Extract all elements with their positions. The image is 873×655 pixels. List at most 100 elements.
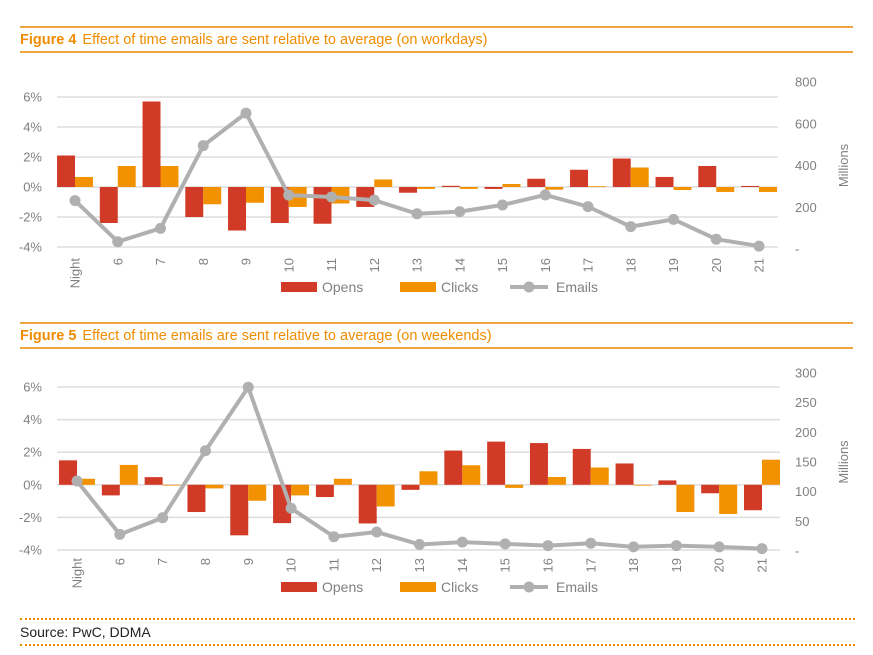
opens-bar <box>444 450 463 485</box>
right-axis-tick: 600 <box>795 116 817 131</box>
clicks-bar <box>759 187 777 192</box>
figure-5-title-text: Effect of time emails are sent relative … <box>82 328 492 344</box>
legend-emails-label: Emails <box>556 279 598 295</box>
opens-bar <box>230 484 249 536</box>
emails-point <box>155 222 166 234</box>
opens-bar <box>185 187 204 217</box>
x-axis-tick: 14 <box>455 558 470 572</box>
clicks-bar <box>75 176 93 187</box>
emails-point <box>114 528 126 540</box>
clicks-bar <box>333 478 352 485</box>
clicks-bar <box>374 179 393 187</box>
emails-point <box>69 195 81 207</box>
x-axis-tick: 13 <box>412 558 427 572</box>
right-axis-label: Millions <box>836 143 851 187</box>
opens-bar <box>187 484 206 513</box>
x-axis-tick: 20 <box>712 558 727 572</box>
emails-point <box>199 445 211 457</box>
x-axis-tick: 6 <box>110 258 125 265</box>
opens-bar <box>570 169 588 187</box>
x-axis-tick: 12 <box>369 558 384 572</box>
clicks-bar <box>203 187 222 205</box>
emails-point <box>497 199 508 211</box>
emails-point <box>454 206 466 218</box>
source-text: Source: PwC, DDMA <box>20 624 151 640</box>
clicks-bar <box>459 187 478 189</box>
clicks-bar <box>676 484 695 513</box>
opens-bar <box>484 187 503 189</box>
opens-bar <box>572 448 591 485</box>
right-axis-tick: 800 <box>795 75 817 90</box>
x-axis-tick: 16 <box>538 258 553 272</box>
clicks-bar <box>590 467 609 485</box>
clicks-bar <box>719 484 738 514</box>
emails-point <box>242 381 254 393</box>
x-axis-tick: 19 <box>669 558 684 572</box>
x-axis-tick: 18 <box>623 258 638 272</box>
x-axis-tick: 10 <box>284 558 299 572</box>
opens-bar <box>358 484 377 524</box>
legend-opens-label: Opens <box>322 279 363 295</box>
x-axis-tick: 20 <box>709 258 724 272</box>
legend-clicks-swatch <box>400 582 436 592</box>
left-axis-tick: 0% <box>23 477 42 492</box>
right-axis-tick: - <box>795 544 799 559</box>
right-axis-tick: 250 <box>795 395 817 410</box>
clicks-bar <box>117 166 136 187</box>
x-axis-tick: 18 <box>626 558 641 572</box>
left-axis-tick: 6% <box>23 380 42 395</box>
clicks-bar <box>716 187 735 192</box>
left-axis-tick: -2% <box>19 210 43 225</box>
clicks-bar <box>77 478 95 485</box>
x-axis-tick: 13 <box>410 258 425 272</box>
left-axis-tick: -4% <box>19 543 43 558</box>
right-axis-label: Millions <box>836 440 851 484</box>
opens-bar <box>401 484 420 490</box>
opens-bar <box>99 187 118 223</box>
opens-bar <box>101 484 120 496</box>
opens-bar <box>315 484 334 498</box>
left-axis-tick: 2% <box>23 150 42 165</box>
left-axis-tick: 4% <box>23 412 42 427</box>
emails-point <box>542 540 554 552</box>
emails-point <box>625 221 637 233</box>
legend: Opens Clicks Emails <box>281 579 598 595</box>
right-axis-tick: - <box>795 242 799 257</box>
emails-point <box>582 201 594 213</box>
right-axis-tick: 150 <box>795 455 817 470</box>
clicks-bar <box>630 167 649 187</box>
figure-5-label: Figure 5 <box>20 328 77 344</box>
x-axis-tick: 21 <box>755 558 770 572</box>
emails-point <box>411 208 423 220</box>
left-axis-tick: 2% <box>23 445 42 460</box>
emails-point <box>71 475 83 487</box>
emails-point <box>713 541 725 553</box>
emails-point <box>414 538 425 550</box>
x-axis-tick: 12 <box>367 258 382 272</box>
x-axis-tick: 11 <box>326 558 341 572</box>
legend: Opens Clicks Emails <box>281 279 598 295</box>
opens-bar <box>487 441 506 485</box>
opens-bar <box>655 176 674 187</box>
legend-opens-swatch <box>281 582 317 592</box>
emails-point <box>670 540 682 552</box>
clicks-bar <box>291 484 310 496</box>
clicks-bar <box>545 187 564 190</box>
opens-bar <box>228 187 246 231</box>
x-axis-tick: 15 <box>495 258 510 272</box>
opens-bar <box>701 484 720 494</box>
clicks-bar <box>417 187 435 189</box>
opens-bar <box>741 185 759 187</box>
emails-point <box>539 189 551 201</box>
x-axis-tick: 21 <box>752 258 767 272</box>
clicks-bar <box>505 484 524 488</box>
opens-bar <box>744 484 762 511</box>
opens-bar <box>399 187 417 193</box>
emails-point <box>240 107 252 119</box>
right-axis-tick: 400 <box>795 158 817 173</box>
emails-point <box>371 526 383 538</box>
figure-5-title: Figure 5 Effect of time emails are sent r… <box>20 328 492 344</box>
figure-4-title-text: Effect of time emails are sent relative … <box>82 32 488 48</box>
source-note: Source: PwC, DDMA <box>20 618 855 646</box>
left-axis-tick: 4% <box>23 120 42 135</box>
